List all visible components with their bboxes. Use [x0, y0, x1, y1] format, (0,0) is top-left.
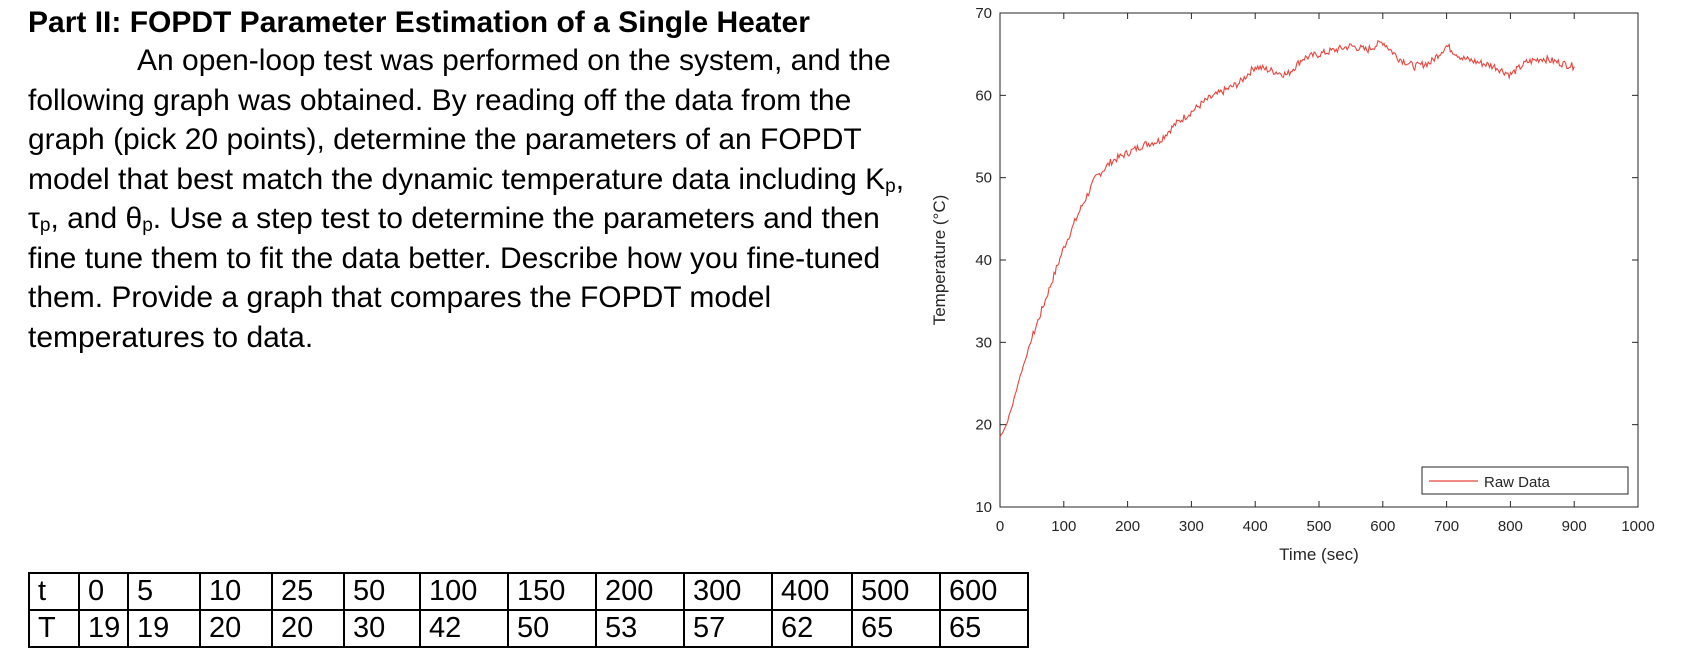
series-line-raw-data — [999, 39, 1575, 438]
table-cell: 10 — [199, 572, 273, 611]
paragraph-rest: . Use a step test to determine the param… — [28, 202, 881, 354]
table-cell: 62 — [771, 609, 853, 648]
table-cell: T — [28, 609, 80, 648]
x-tick-label: 0 — [996, 518, 1004, 535]
theta-symbol: , and θ — [50, 202, 143, 235]
temperature-chart: 0 100 200 300 400 500 600 700 800 900 1000 10 20 30 40… — [930, 5, 1655, 564]
tau-subscript: p — [39, 215, 51, 236]
y-tick-label: 40 — [975, 252, 992, 269]
table-row-time: t 0 5 10 25 50 100 150 200 300 400 500 6… — [28, 572, 1029, 611]
paragraph-lead: An open-loop test was performed on the s… — [28, 44, 891, 196]
table-cell: 300 — [683, 572, 773, 611]
problem-paragraph: An open-loop test was performed on the s… — [28, 41, 908, 357]
table-cell: t — [28, 572, 80, 611]
y-tick-label: 10 — [975, 499, 992, 516]
table-cell: 65 — [939, 609, 1029, 648]
table-cell: 65 — [851, 609, 941, 648]
x-tick-label: 300 — [1179, 518, 1204, 535]
table-cell: 500 — [851, 572, 941, 611]
table-cell: 20 — [271, 609, 345, 648]
series-layer — [999, 39, 1575, 438]
kp-subscript: p — [885, 175, 896, 197]
x-tick-label: 400 — [1243, 518, 1268, 535]
table-cell: 200 — [595, 572, 685, 611]
table-cell: 57 — [683, 609, 773, 648]
x-tick-label: 900 — [1562, 518, 1587, 535]
table-cell: 42 — [419, 609, 509, 648]
table-cell: 400 — [771, 572, 853, 611]
problem-statement: Part II: FOPDT Parameter Estimation of a… — [28, 4, 908, 357]
y-axis-label: Temperature (°C) — [930, 195, 949, 326]
y-tick-label: 70 — [975, 5, 992, 22]
table-cell: 5 — [127, 572, 201, 611]
tau-symbol: , τ — [28, 162, 905, 236]
table-cell: 30 — [343, 609, 421, 648]
x-tick-label: 200 — [1115, 518, 1140, 535]
table-cell: 50 — [343, 572, 421, 611]
y-tick-label: 50 — [975, 170, 992, 187]
problem-heading: Part II: FOPDT Parameter Estimation of a… — [28, 6, 810, 39]
x-tick-label: 600 — [1370, 518, 1395, 535]
plot-area — [999, 12, 1639, 508]
x-axis-label: Time (sec) — [1279, 545, 1359, 564]
table-row-temperature: T 19 19 20 20 30 42 50 53 57 62 65 65 — [28, 609, 1029, 648]
chart-legend: Raw Data — [1421, 466, 1629, 495]
legend-box — [1421, 466, 1629, 495]
table-cell: 20 — [199, 609, 273, 648]
y-tick-label: 30 — [975, 334, 992, 351]
table-cell: 25 — [271, 572, 345, 611]
table-cell: 53 — [595, 609, 685, 648]
reading-table: t 0 5 10 25 50 100 150 200 300 400 500 6… — [28, 572, 1029, 648]
table-cell: 0 — [78, 572, 129, 611]
table-cell: 19 — [78, 609, 129, 648]
table-cell: 600 — [939, 572, 1029, 611]
axis-ticks: 0 100 200 300 400 500 600 700 800 900 1000 10 20 30 40… — [975, 5, 1654, 535]
y-tick-label: 20 — [975, 417, 992, 434]
x-tick-label: 800 — [1498, 518, 1523, 535]
table-cell: 100 — [419, 572, 509, 611]
table-cell: 19 — [127, 609, 201, 648]
legend-label: Raw Data — [1484, 474, 1551, 491]
x-tick-label: 100 — [1051, 518, 1076, 535]
x-tick-label: 700 — [1434, 518, 1459, 535]
table-cell: 150 — [507, 572, 597, 611]
x-tick-label: 1000 — [1621, 518, 1654, 535]
y-tick-label: 60 — [975, 87, 992, 104]
x-tick-label: 500 — [1306, 518, 1331, 535]
theta-subscript: p — [142, 215, 153, 236]
table-cell: 50 — [507, 609, 597, 648]
